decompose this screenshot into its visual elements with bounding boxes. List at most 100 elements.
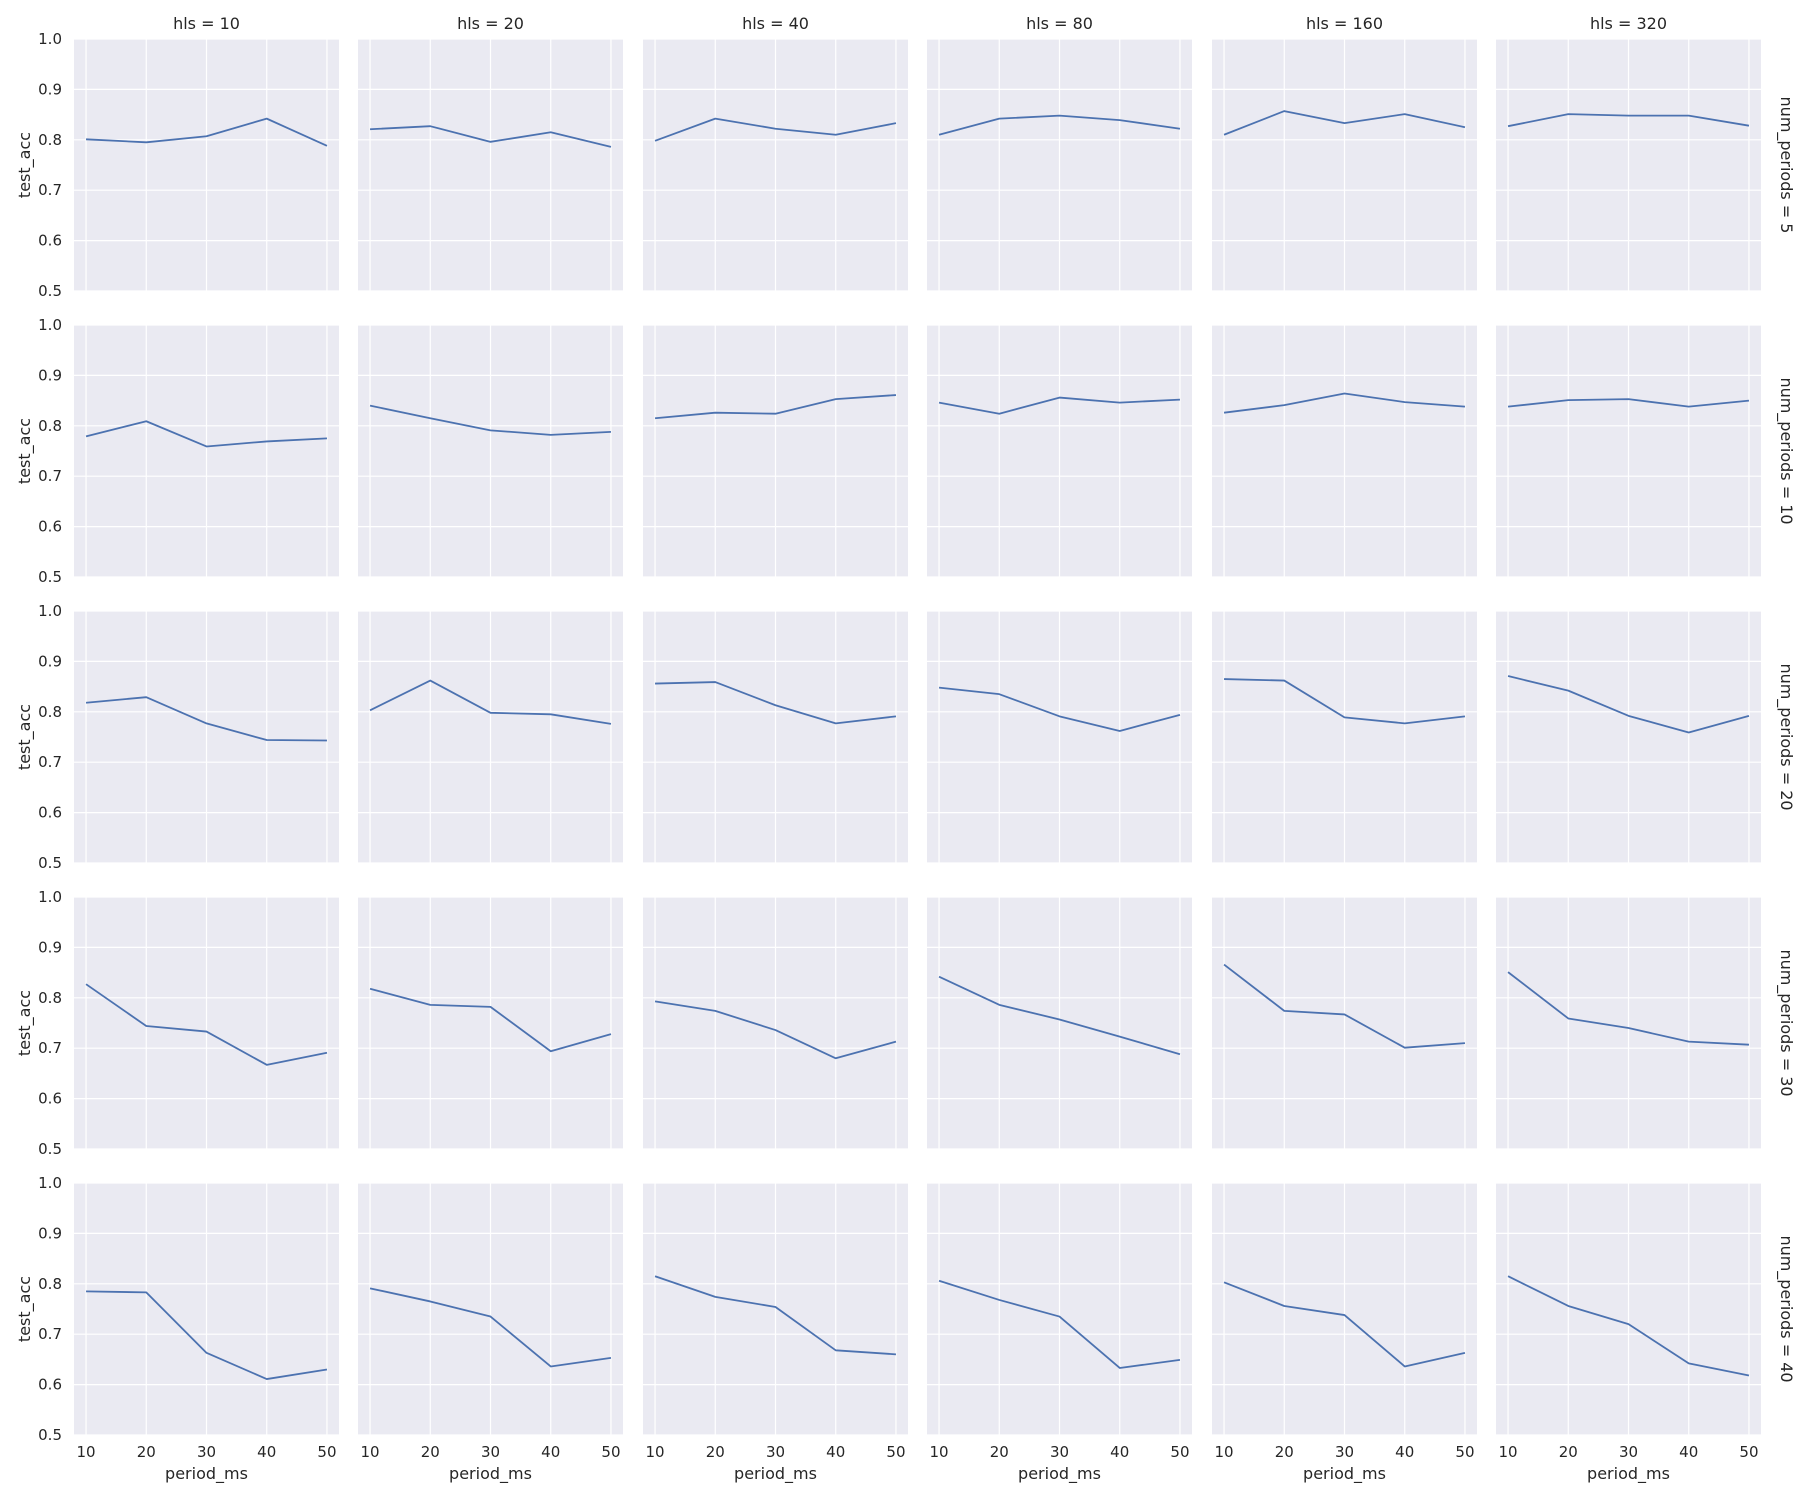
series-line-r1-c0 — [85, 420, 327, 448]
series-line-r1-c1 — [369, 404, 611, 436]
series-line-r3-c2 — [654, 1000, 897, 1060]
xtick-label-c3-3: 40 — [1110, 1443, 1129, 1461]
ytick-label-r4-2: 0.7 — [38, 1325, 62, 1343]
ytick-label-r2-1: 0.6 — [38, 804, 62, 822]
series-line-r4-c3 — [938, 1279, 1181, 1369]
series-line-r3-c1 — [369, 987, 612, 1053]
series-line-r2-c4 — [1224, 678, 1466, 725]
xtick-label-c1-1: 20 — [421, 1443, 440, 1461]
series-line-r2-c5 — [1507, 675, 1750, 734]
y-axis-label-r4: test_acc — [15, 1276, 35, 1342]
xtick-label-c2-0: 10 — [645, 1443, 664, 1461]
col-title-1: hls = 20 — [457, 14, 524, 33]
series-line-r4-c0 — [86, 1290, 328, 1380]
xtick-label-c5-3: 40 — [1679, 1443, 1698, 1461]
x-axis-label-c4: period_ms — [1303, 1464, 1386, 1484]
xtick-label-c3-1: 20 — [990, 1443, 1009, 1461]
xtick-label-c4-1: 20 — [1275, 1443, 1294, 1461]
ytick-label-r4-5: 1.0 — [38, 1174, 62, 1192]
xtick-label-c5-0: 10 — [1498, 1443, 1517, 1461]
xtick-label-c3-2: 30 — [1050, 1443, 1069, 1461]
y-axis-label-r0: test_acc — [15, 132, 35, 198]
series-line-r1-c3 — [938, 396, 1180, 415]
xtick-label-c5-2: 30 — [1619, 1443, 1638, 1461]
ytick-label-r2-4: 0.9 — [38, 652, 62, 670]
ytick-label-r0-0: 0.5 — [38, 282, 62, 300]
xtick-label-c2-2: 30 — [766, 1443, 785, 1461]
series-line-r4-c5 — [1507, 1275, 1750, 1377]
ytick-label-r3-5: 1.0 — [38, 888, 62, 906]
xtick-label-c1-3: 40 — [541, 1443, 560, 1461]
y-axis-label-r1: test_acc — [15, 418, 35, 484]
ytick-label-r0-1: 0.6 — [38, 232, 62, 250]
series-line-r1-c4 — [1223, 392, 1466, 414]
xtick-label-c0-3: 40 — [257, 1443, 276, 1461]
series-line-r3-c3 — [938, 975, 1181, 1056]
xtick-label-c2-3: 40 — [826, 1443, 845, 1461]
xtick-label-c5-4: 50 — [1739, 1443, 1758, 1461]
ytick-label-r0-5: 1.0 — [38, 30, 62, 48]
ytick-label-r1-1: 0.6 — [38, 518, 62, 536]
xtick-label-c2-1: 20 — [706, 1443, 725, 1461]
xtick-label-c0-4: 50 — [317, 1443, 336, 1461]
xtick-label-c0-1: 20 — [137, 1443, 156, 1461]
xtick-label-c4-2: 30 — [1335, 1443, 1354, 1461]
row-title-3: num_periods = 30 — [1776, 949, 1796, 1096]
series-line-r4-c1 — [369, 1287, 612, 1368]
xtick-label-c4-3: 40 — [1395, 1443, 1414, 1461]
ytick-label-r2-0: 0.5 — [38, 854, 62, 872]
series-line-r2-c0 — [85, 696, 327, 742]
row-title-2: num_periods = 20 — [1776, 663, 1796, 810]
series-line-r4-c2 — [654, 1275, 897, 1356]
ytick-label-r4-4: 0.9 — [38, 1224, 62, 1242]
xtick-label-c4-0: 10 — [1214, 1443, 1233, 1461]
ytick-label-r3-2: 0.7 — [38, 1039, 62, 1057]
ytick-label-r1-0: 0.5 — [38, 568, 62, 586]
series-line-r3-c5 — [1507, 971, 1749, 1046]
ytick-label-r3-3: 0.8 — [38, 989, 62, 1007]
xtick-label-c0-0: 10 — [76, 1443, 95, 1461]
xtick-label-c0-2: 30 — [197, 1443, 216, 1461]
col-title-0: hls = 10 — [173, 14, 240, 33]
series-line-r4-c4 — [1223, 1281, 1466, 1368]
series-line-r3-c0 — [85, 983, 328, 1066]
col-title-4: hls = 160 — [1306, 14, 1383, 33]
col-title-2: hls = 40 — [742, 14, 809, 33]
series-line-r0-c4 — [1223, 110, 1466, 136]
x-axis-label-c1: period_ms — [449, 1464, 532, 1484]
x-axis-label-c2: period_ms — [734, 1464, 817, 1484]
series-line-r3-c4 — [1223, 963, 1466, 1049]
ytick-label-r4-0: 0.5 — [38, 1426, 62, 1444]
row-title-4: num_periods = 40 — [1776, 1235, 1796, 1382]
series-line-r0-c1 — [370, 125, 612, 148]
ytick-label-r3-0: 0.5 — [38, 1140, 62, 1158]
row-title-0: num_periods = 5 — [1776, 97, 1796, 234]
ytick-label-r2-5: 1.0 — [38, 602, 62, 620]
series-line-r0-c5 — [1507, 113, 1750, 128]
series-line-r0-c3 — [938, 114, 1181, 136]
series-line-r1-c2 — [654, 394, 897, 420]
x-axis-label-c5: period_ms — [1587, 1464, 1670, 1484]
xtick-label-c3-4: 50 — [1170, 1443, 1189, 1461]
series-line-r0-c2 — [654, 117, 897, 142]
ytick-label-r0-2: 0.7 — [38, 181, 62, 199]
series-line-r0-c0 — [86, 117, 328, 147]
y-axis-label-r2: test_acc — [15, 704, 35, 770]
ytick-label-r4-3: 0.8 — [38, 1275, 62, 1293]
xtick-label-c1-2: 30 — [481, 1443, 500, 1461]
xtick-label-c3-0: 10 — [929, 1443, 948, 1461]
xtick-label-c2-4: 50 — [886, 1443, 905, 1461]
x-axis-label-c3: period_ms — [1018, 1464, 1101, 1484]
ytick-label-r1-5: 1.0 — [38, 316, 62, 334]
ytick-label-r0-3: 0.8 — [38, 131, 62, 149]
ytick-label-r4-1: 0.6 — [38, 1376, 62, 1394]
ytick-label-r1-2: 0.7 — [38, 467, 62, 485]
ytick-label-r1-3: 0.8 — [38, 417, 62, 435]
col-title-3: hls = 80 — [1026, 14, 1093, 33]
ytick-label-r0-4: 0.9 — [38, 80, 62, 98]
xtick-label-c4-4: 50 — [1455, 1443, 1474, 1461]
xtick-label-c1-0: 10 — [360, 1443, 379, 1461]
ytick-label-r2-2: 0.7 — [38, 753, 62, 771]
series-line-r2-c2 — [655, 681, 897, 725]
